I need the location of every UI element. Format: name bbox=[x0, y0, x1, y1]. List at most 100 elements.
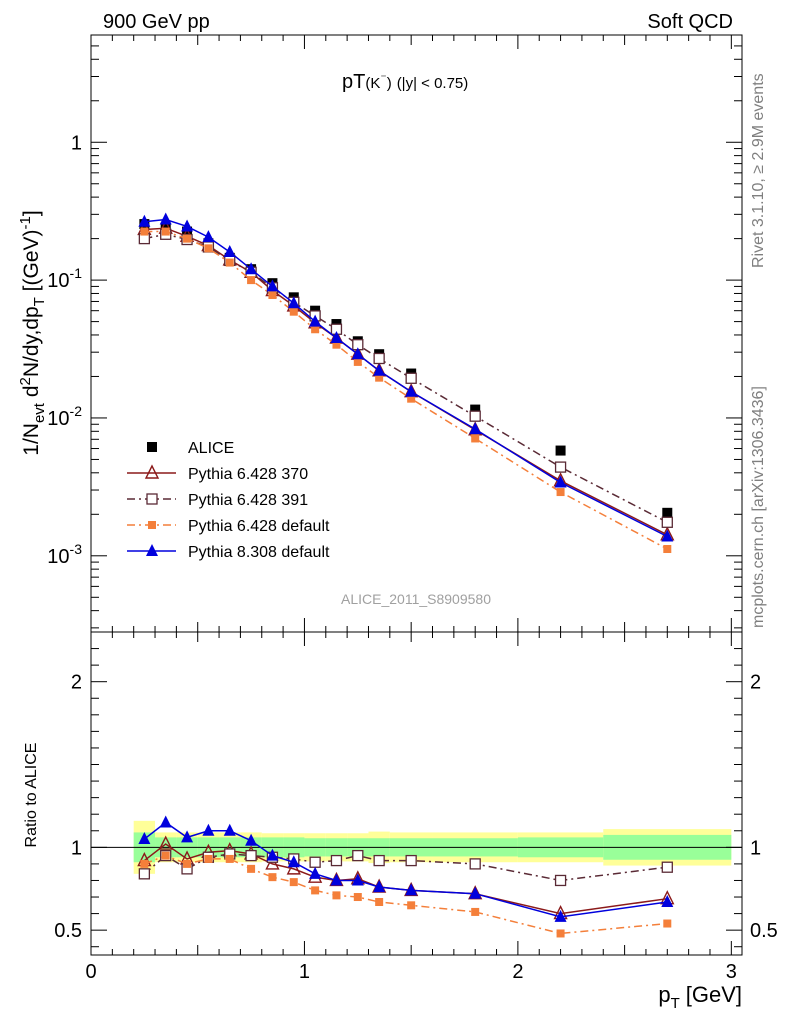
plot-title-main: pT bbox=[342, 71, 365, 93]
ratio-plot-frame bbox=[90, 631, 743, 956]
main-data-point bbox=[469, 422, 482, 435]
legend-entry: ALICE bbox=[147, 440, 234, 457]
main-data-point bbox=[161, 227, 170, 236]
ratio-data-point bbox=[138, 832, 151, 845]
ratio-data-point bbox=[289, 878, 298, 887]
ratio-axes: 0.5 0.5 1 1 2 2 0 1 2 3 bbox=[54, 632, 778, 983]
main-data-point bbox=[471, 434, 480, 443]
x-axis-label-main: p bbox=[658, 982, 670, 1007]
ratio-data-point bbox=[286, 860, 301, 875]
ratio-series-line bbox=[143, 821, 668, 918]
main-data-point bbox=[223, 244, 236, 257]
legend-entry: Pythia 8.308 default bbox=[127, 544, 330, 561]
main-data-point bbox=[405, 372, 417, 384]
main-data-point bbox=[353, 357, 362, 366]
main-data-point bbox=[407, 394, 416, 403]
main-data-point bbox=[140, 227, 149, 236]
legend-entry: Pythia 6.428 391 bbox=[127, 492, 308, 509]
ratio-series-line bbox=[143, 853, 668, 882]
plot-title-particle: (K bbox=[365, 75, 380, 92]
main-data-point bbox=[287, 296, 300, 309]
ratio-data-point bbox=[352, 849, 364, 862]
ratio-series-pythia-8-308-default bbox=[138, 815, 674, 922]
ratio-series-layer bbox=[137, 815, 675, 938]
x-axis-label-unit: [GeV] bbox=[686, 982, 742, 1007]
ratio-series-line bbox=[144, 854, 668, 935]
ratio-series-pythia-6-428-default bbox=[140, 851, 672, 938]
ratio-data-point bbox=[375, 897, 384, 906]
main-data-point bbox=[555, 445, 566, 456]
main-data-point bbox=[183, 234, 192, 243]
x-axis-label: pT [GeV] bbox=[658, 982, 742, 1012]
ratio-data-point bbox=[663, 919, 672, 928]
x-tick-label: 1 bbox=[299, 961, 310, 983]
main-data-point bbox=[204, 244, 213, 253]
main-data-point bbox=[247, 276, 256, 285]
ratio-data-point bbox=[140, 859, 149, 868]
ratio-data-point bbox=[661, 861, 673, 873]
main-data-point bbox=[554, 475, 567, 488]
legend-marker bbox=[146, 493, 158, 505]
ratio-data-point bbox=[225, 854, 234, 863]
main-y-tick-label: 10-1 bbox=[47, 265, 82, 292]
main-data-point bbox=[311, 325, 320, 334]
main-y-tick-label: 1 bbox=[71, 132, 82, 154]
main-data-point bbox=[470, 404, 481, 415]
main-axes: 10-3 10-2 10-1 1 bbox=[47, 34, 742, 632]
main-series-layer bbox=[137, 212, 675, 554]
header-left-label: 900 GeV pp bbox=[103, 11, 210, 33]
main-series-line bbox=[144, 230, 668, 550]
mcplots-reference-label: mcplots.cern.ch [arXiv:1306.3436] bbox=[750, 386, 767, 628]
ratio-data-point bbox=[405, 854, 417, 867]
ratio-y-tick-label-right: 2 bbox=[750, 672, 761, 694]
legend-marker bbox=[148, 521, 156, 529]
legend-label: ALICE bbox=[188, 440, 234, 457]
ratio-data-point bbox=[554, 874, 567, 887]
x-axis-label-sub: T bbox=[671, 995, 680, 1012]
ratio-data-point bbox=[330, 873, 343, 886]
ratio-data-point bbox=[469, 886, 482, 899]
legend-label: Pythia 6.428 default bbox=[188, 518, 330, 535]
main-data-point bbox=[661, 529, 674, 542]
main-data-point bbox=[554, 461, 567, 473]
ratio-data-point bbox=[287, 855, 300, 868]
ratio-data-point bbox=[661, 894, 674, 907]
ratio-data-point bbox=[311, 886, 320, 895]
legend-label: Pythia 6.428 370 bbox=[188, 466, 308, 483]
ratio-data-point bbox=[245, 849, 257, 862]
ratio-y-tick-label: 2 bbox=[71, 672, 82, 694]
main-data-point bbox=[138, 214, 151, 227]
x-tick-label: 0 bbox=[85, 961, 96, 983]
main-y-tick-label: 10-3 bbox=[47, 541, 82, 568]
ratio-data-point bbox=[469, 858, 481, 870]
ratio-data-point bbox=[353, 893, 362, 902]
ratio-data-point bbox=[471, 907, 480, 916]
ratio-data-point bbox=[268, 873, 277, 882]
ratio-y-tick-label: 1 bbox=[71, 837, 82, 859]
main-data-point bbox=[663, 545, 672, 554]
legend-label: Pythia 8.308 default bbox=[188, 544, 330, 561]
plot-title: pT(K⁻) (|y| < 0.75) bbox=[342, 71, 468, 93]
legend-entry: Pythia 6.428 370 bbox=[127, 464, 308, 483]
ratio-data-point bbox=[247, 864, 256, 873]
ratio-data-point bbox=[556, 929, 565, 938]
ratio-data-point bbox=[309, 866, 322, 879]
ratio-data-point bbox=[159, 815, 172, 828]
main-data-point bbox=[289, 307, 298, 316]
main-data-point bbox=[373, 363, 386, 376]
ratio-data-point bbox=[373, 854, 385, 867]
ratio-data-point bbox=[405, 883, 418, 896]
main-series-pythia-6-428-default bbox=[140, 227, 672, 554]
main-data-point bbox=[661, 516, 673, 528]
ratio-data-point bbox=[407, 901, 416, 910]
ratio-data-point bbox=[138, 868, 151, 880]
ratio-data-point bbox=[202, 823, 215, 836]
main-data-point bbox=[375, 373, 384, 382]
ratio-data-point bbox=[223, 823, 236, 836]
main-data-point bbox=[373, 352, 385, 365]
ratio-data-point bbox=[183, 859, 192, 868]
ratio-y-axis-label: Ratio to ALICE bbox=[23, 743, 40, 848]
main-data-point bbox=[309, 314, 322, 327]
plot-title-cut: (|y| < 0.75) bbox=[397, 75, 469, 92]
ratio-data-point bbox=[266, 848, 279, 861]
